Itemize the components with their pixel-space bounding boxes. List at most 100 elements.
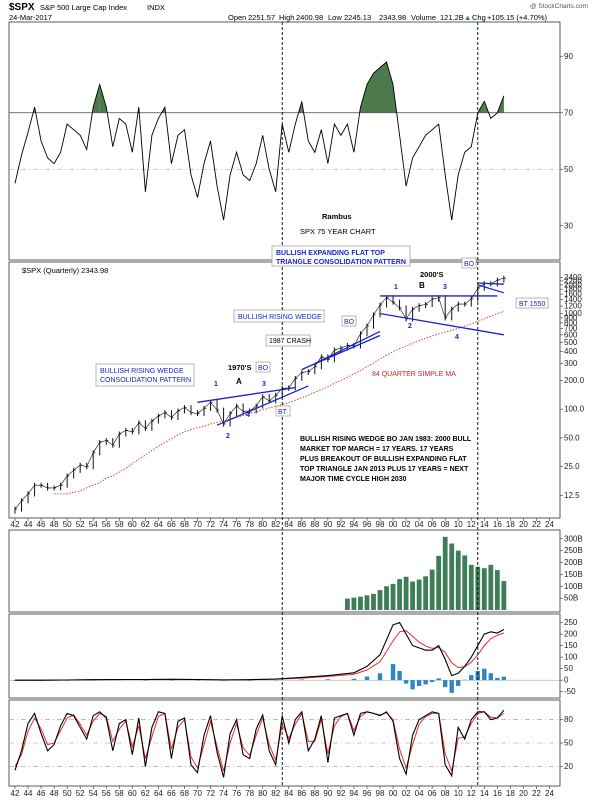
chg-arrow: ▲ [464, 13, 471, 22]
volume-bar [423, 576, 429, 610]
macd-hist-bar [482, 668, 487, 681]
consolidation-line2: CONSOLIDATION PATTERN [100, 377, 191, 384]
macd-hist-bar [397, 670, 402, 681]
macd-tick-label: 0 [564, 676, 569, 685]
symbol-title: $SPX [9, 2, 35, 13]
wedge-upper-line [197, 386, 296, 403]
x-tick-label: 80 [258, 520, 267, 529]
x-tick-label-bottom: 22 [532, 789, 541, 798]
volume-bar [351, 597, 357, 610]
open-value: 2251.57 [248, 13, 275, 22]
price-legend: $SPX (Quarterly) 2343.98 [22, 266, 108, 275]
x-tick-label: 56 [102, 520, 111, 529]
flat-top-lower-line [379, 312, 504, 336]
rsi-tick-label: 30 [564, 221, 573, 230]
triangle-point-4: 4 [455, 334, 459, 341]
symbol-name: S&P 500 Large Cap Index [40, 3, 127, 12]
low-label: Low [328, 13, 342, 22]
bo-label-2013: BO [464, 261, 475, 268]
low-value: 2245.13 [344, 13, 371, 22]
x-tick-label: 98 [376, 520, 385, 529]
note-line-3: PLUS BREAKOUT OF BULLISH EXPANDING FLAT [300, 456, 467, 463]
x-tick-label-bottom: 18 [506, 789, 515, 798]
high-value: 2400.98 [296, 13, 323, 22]
x-tick-label: 22 [532, 520, 541, 529]
x-tick-label: 42 [11, 520, 20, 529]
macd-hist-bar [299, 679, 304, 681]
x-tick-label-bottom: 62 [141, 789, 150, 798]
x-tick-label-bottom: 98 [376, 789, 385, 798]
macd-hist-bar [501, 676, 507, 681]
x-tick-label-bottom: 72 [206, 789, 215, 798]
x-tick-label-bottom: 84 [284, 789, 293, 798]
bt-label: BT [278, 409, 288, 416]
x-tick-label: 58 [115, 520, 124, 529]
macd-signal-line [15, 630, 505, 681]
x-tick-label: 66 [167, 520, 176, 529]
macd-hist-bar [462, 679, 467, 681]
subtitle-label: SPX 75 YEAR CHART [300, 227, 376, 236]
price-tick-label: 100.0 [564, 405, 585, 414]
volume-bar [345, 598, 350, 610]
bo-label-1983: BO [258, 365, 269, 372]
x-tick-label: 96 [363, 520, 372, 529]
x-tick-label: 24 [545, 520, 554, 529]
macd-hist-bar [325, 679, 331, 681]
macd-hist-bar [247, 680, 252, 681]
x-tick-label-bottom: 64 [154, 789, 163, 798]
rsi-series: 90 70 50 30 [9, 52, 573, 230]
cycle-note: BULLISH RISING WEDGE BO JAN 1983: 2000 B… [300, 436, 472, 483]
x-tick-label-bottom: 78 [245, 789, 254, 798]
price-tick-label: 25.0 [564, 462, 580, 471]
triangle-point-3: 3 [443, 284, 447, 291]
x-tick-label-bottom: 24 [545, 789, 554, 798]
rising-wedge-label: BULLISH RISING WEDGE [238, 314, 322, 321]
symbol-exchange: INDX [147, 3, 165, 12]
volume-bar [494, 570, 500, 610]
x-tick-label-bottom: 76 [232, 789, 241, 798]
high-label: High [279, 13, 294, 22]
macd-hist-bar [469, 675, 474, 681]
x-tick-label: 00 [389, 520, 398, 529]
x-tick-label: 04 [415, 520, 424, 529]
macd-hist-bar [436, 678, 441, 681]
macd-hist-bar [91, 680, 96, 681]
price-tick-label: 300 [564, 359, 578, 368]
macd-hist-bar [449, 680, 454, 693]
x-tick-label-bottom: 52 [76, 789, 85, 798]
volume-tick-label: 50B [564, 594, 578, 603]
macd-hist-bar [429, 680, 435, 683]
stoch-tick-label: 50 [564, 739, 573, 748]
macd-hist-bar [495, 677, 500, 681]
volume-bar [410, 581, 416, 610]
price-tick-label: 400 [564, 347, 578, 356]
triangle-point-1: 1 [394, 284, 398, 291]
volume-bar [481, 568, 487, 610]
x-tick-label-bottom: 46 [37, 789, 46, 798]
macd-hist-bar [416, 680, 422, 686]
crash-box [265, 334, 311, 347]
volume-bar [377, 590, 383, 610]
quote-line: Open 2251.57 High 2400.98 Low 2245.13 23… [228, 13, 548, 22]
rsi-tick-label: 70 [564, 108, 573, 117]
price-tick-label: 1800 [564, 285, 582, 294]
volume-tick-label: 150B [564, 570, 583, 579]
macd-hist-bar [442, 680, 448, 688]
chart-date: 24-Mar-2017 [9, 13, 52, 22]
open-label: Open [228, 13, 246, 22]
x-tick-label-bottom: 10 [454, 789, 463, 798]
bt1550-label: BT 1550 [519, 301, 545, 308]
ma-line [54, 310, 505, 495]
volume-bar [358, 596, 363, 610]
price-tick-label: 2200 [564, 276, 582, 285]
price-tick-label: 1400 [564, 295, 582, 304]
x-tick-label: 52 [76, 520, 85, 529]
x-tick-label: 06 [428, 520, 437, 529]
macd-hist-bar [351, 678, 357, 681]
x-tick-label: 86 [297, 520, 306, 529]
macd-hist-bar [475, 670, 480, 681]
bo-box-2013 [461, 257, 477, 269]
volume-bar [442, 536, 448, 610]
rsi-line [14, 61, 505, 221]
x-tick-label-bottom: 90 [323, 789, 332, 798]
